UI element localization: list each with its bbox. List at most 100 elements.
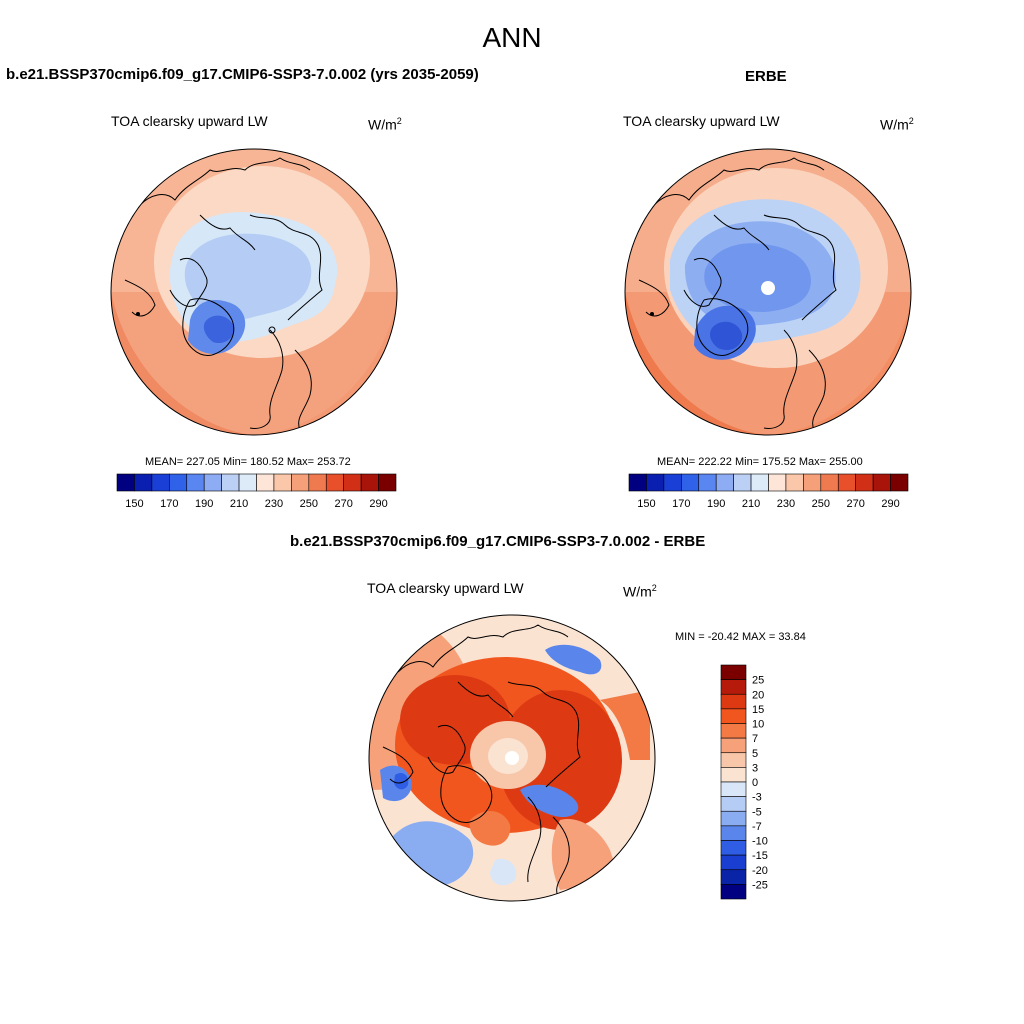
colorbar-tick-label: 170 — [672, 498, 690, 510]
colorbar-tick-label: -7 — [752, 821, 762, 833]
colorbar-swatch — [855, 473, 874, 492]
colorbar-swatch — [785, 473, 804, 492]
colorbar-swatch — [720, 869, 747, 885]
colorbar-tick-label: 7 — [752, 733, 758, 745]
colorbar-swatch — [768, 473, 787, 492]
colorbar-swatch — [720, 752, 747, 768]
variable-name: TOA clearsky upward LW — [623, 113, 780, 129]
colorbar-tick-label: -25 — [752, 879, 768, 891]
colorbar-swatch — [720, 854, 747, 871]
colorbar-swatch — [325, 473, 344, 492]
colorbar-tick-label: 0 — [752, 777, 758, 789]
map-border — [624, 148, 912, 436]
units-label: W/m2 — [880, 116, 914, 133]
panel-title-model: b.e21.BSSP370cmip6.f09_g17.CMIP6-SSP3-7.… — [6, 66, 479, 83]
colorbar-tick-label: 250 — [300, 498, 318, 510]
colorbar-swatch — [720, 737, 747, 754]
colorbar-tick-label: -15 — [752, 850, 768, 862]
map-border — [368, 614, 656, 902]
colorbar-swatch — [169, 473, 188, 492]
colorbar-tick-label: 210 — [230, 498, 248, 510]
colorbar-swatch — [720, 884, 747, 900]
colorbar-swatch — [872, 473, 891, 492]
colorbar-swatch — [116, 473, 135, 492]
colorbar-tick-label: 3 — [752, 762, 758, 774]
colorbar-swatch — [720, 708, 747, 724]
colorbar-swatch — [308, 473, 327, 492]
colorbar-tick-label: -5 — [752, 806, 762, 818]
colorbar-tick-label: -20 — [752, 865, 768, 877]
colorbar-swatch — [720, 825, 747, 841]
colorbar-tick-label: 230 — [265, 498, 283, 510]
colorbar-swatch — [238, 473, 257, 492]
colorbar-swatch — [186, 473, 205, 492]
colorbar-swatch — [378, 473, 397, 492]
stats-label: MEAN= 222.22 Min= 175.52 Max= 255.00 — [657, 456, 863, 468]
colorbar-swatch — [203, 473, 222, 492]
colorbar-tick-label: 170 — [160, 498, 178, 510]
stats-label: MEAN= 227.05 Min= 180.52 Max= 253.72 — [145, 456, 351, 468]
colorbar-tick-label: 25 — [752, 675, 764, 687]
units-label: W/m2 — [623, 583, 657, 600]
colorbar-swatch — [890, 473, 909, 492]
colorbar-tick-label: 290 — [881, 498, 899, 510]
polar-map-difference — [369, 615, 655, 901]
colorbar-tick-label: 150 — [125, 498, 143, 510]
colorbar-swatch — [837, 473, 856, 492]
panel-title-diff: b.e21.BSSP370cmip6.f09_g17.CMIP6-SSP3-7.… — [290, 533, 706, 550]
colorbar-tick-label: 20 — [752, 689, 764, 701]
colorbar-swatch — [134, 473, 153, 492]
colorbar-swatch — [681, 473, 700, 492]
colorbar-swatch — [720, 679, 747, 695]
panel-title-obs: ERBE — [745, 68, 787, 85]
colorbar-tick-label: 250 — [812, 498, 830, 510]
polar-map-model — [111, 149, 397, 435]
colorbar-swatch — [715, 473, 734, 492]
colorbar-swatch — [221, 473, 240, 492]
colorbar-swatch — [803, 473, 822, 492]
colorbar-swatch — [291, 473, 310, 492]
colorbar-swatch — [720, 767, 747, 783]
colorbar-swatch — [750, 473, 769, 492]
colorbar-swatch — [151, 473, 170, 492]
colorbar-tick-label: 150 — [637, 498, 655, 510]
colorbar-tick-label: 15 — [752, 704, 764, 716]
colorbar-difference: 25 20 15 10 7 5 3 0 -3 -5 -7 -10 -15 -20 -25 — [720, 664, 768, 900]
coastlines-obs — [638, 157, 837, 431]
colorbar-swatch — [360, 473, 379, 492]
colorbar-tick-label: 190 — [195, 498, 213, 510]
colorbar-swatch — [820, 473, 839, 492]
colorbar-swatch — [720, 840, 747, 856]
variable-name: TOA clearsky upward LW — [111, 113, 268, 129]
colorbar-swatch — [720, 693, 747, 710]
colorbar-swatch — [720, 810, 747, 827]
colorbar-swatch — [256, 473, 275, 492]
colorbar-tick-label: 10 — [752, 719, 764, 731]
colorbar-swatch — [273, 473, 292, 492]
stats-label: MIN = -20.42 MAX = 33.84 — [675, 631, 806, 643]
colorbar-swatch — [720, 796, 747, 812]
map-border — [110, 148, 398, 436]
colorbar-swatch — [733, 473, 752, 492]
page-title: ANN — [482, 22, 542, 53]
colorbar-tick-label: 270 — [335, 498, 353, 510]
variable-name: TOA clearsky upward LW — [367, 580, 524, 596]
colorbar-obs: 150 170 190 210 230 250 270 290 — [628, 473, 909, 510]
colorbar-tick-label: 290 — [369, 498, 387, 510]
colorbar-tick-label: -3 — [752, 792, 762, 804]
coastlines-model — [124, 157, 323, 431]
colorbar-swatch — [646, 473, 665, 492]
colorbar-tick-label: -10 — [752, 836, 768, 848]
colorbar-swatch — [343, 473, 362, 492]
colorbar-tick-label: 270 — [847, 498, 865, 510]
colorbar-tick-label: 5 — [752, 748, 758, 760]
colorbar-tick-label: 210 — [742, 498, 760, 510]
polar-map-obs — [625, 149, 911, 435]
units-label: W/m2 — [368, 116, 402, 133]
colorbar-swatch — [698, 473, 717, 492]
colorbar-swatch — [628, 473, 647, 492]
colorbar-swatch — [720, 664, 747, 680]
colorbar-swatch — [663, 473, 682, 492]
colorbar-model: 150 170 190 210 230 250 270 290 — [116, 473, 397, 510]
